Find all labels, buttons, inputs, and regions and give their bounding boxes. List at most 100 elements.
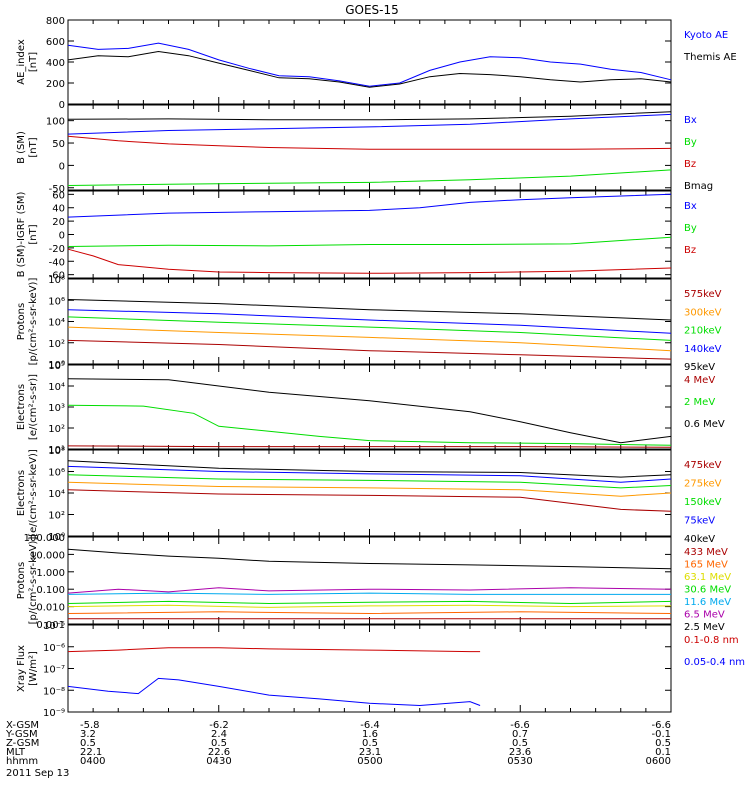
- series-0-6-mev: [67, 378, 672, 444]
- series-300kev: [67, 326, 672, 352]
- footer-value: -6.2: [209, 720, 229, 731]
- y-tick-label: 10⁶: [48, 296, 65, 307]
- footer-value: 23.1: [359, 747, 381, 758]
- footer-value: -6.6: [651, 720, 671, 731]
- footer-value: 1.6: [362, 729, 378, 740]
- footer-value: 0.5: [211, 738, 227, 749]
- y-axis-label: [W/m²]: [28, 651, 39, 686]
- series-0-05-0-4-nm: [67, 677, 481, 707]
- series-kyoto-ae: [67, 42, 672, 87]
- y-axis-label: B (SM): [16, 131, 27, 164]
- legend-entry: 4 MeV: [684, 375, 715, 386]
- footer-value: 0530: [507, 756, 532, 767]
- y-axis-label: [e/(cm²-s-sr-keV)]: [28, 449, 39, 537]
- y-axis-label: Electrons: [16, 384, 27, 430]
- y-tick-label: 10²: [48, 339, 65, 350]
- panel-frame: [67, 104, 672, 191]
- legend-entry: 165 MeV: [684, 560, 728, 571]
- legend-entry: 2.5 MeV: [684, 622, 725, 633]
- y-tick-label: 50: [52, 139, 65, 150]
- legend-entry: Themis AE: [683, 52, 737, 63]
- footer-value: 0.1: [655, 747, 671, 758]
- footer-value: 22.1: [80, 747, 102, 758]
- y-tick-label: 0.001: [36, 620, 65, 631]
- panel-protons_lo: 10⁰ 10² 10⁴ 10⁶ 10⁸ Protons [p/(cm²-s-sr-keV)]…: [16, 275, 722, 373]
- y-tick-label: 0.100: [36, 585, 65, 596]
- series-4-mev: [67, 445, 672, 448]
- y-tick-label: 10⁸: [48, 446, 65, 457]
- panel-protons_hi: 0.001 0.010 0.100 1.000 10.000 100.000 Protons…: [16, 533, 731, 633]
- y-axis-label: Protons: [16, 303, 27, 340]
- legend-entry: 30.6 MeV: [684, 585, 731, 596]
- y-tick-label: -50: [49, 184, 65, 195]
- footer-value: 0400: [80, 756, 105, 767]
- legend-entry: 475keV: [684, 460, 722, 471]
- y-axis-label: Electrons: [16, 470, 27, 516]
- series-40kev: [67, 460, 672, 478]
- footer-row-label: Y-GSM: [5, 729, 38, 740]
- footer-value: 0.5: [512, 738, 528, 749]
- y-axis-label: AE_index: [16, 39, 27, 85]
- panel-ae: 0 200 400 600 800 AE_index [nT] Kyoto AE Themis …: [16, 16, 737, 111]
- y-tick-label: 10⁴: [48, 318, 65, 329]
- series-75kev: [67, 465, 672, 483]
- footer-value: 0500: [357, 756, 382, 767]
- footer-value: 0.7: [512, 729, 528, 740]
- y-tick-label: 10²: [48, 424, 65, 435]
- panel-frame: [67, 449, 672, 537]
- legend-entry: 40keV: [684, 534, 715, 545]
- footer-value: -5.8: [80, 720, 100, 731]
- footer-value: 3.2: [80, 729, 96, 740]
- y-axis-label: [nT]: [28, 52, 39, 72]
- panel-frame: [67, 624, 672, 713]
- series-140kev: [67, 309, 672, 334]
- y-tick-label: 20: [52, 217, 65, 228]
- legend-entry: 140keV: [684, 344, 722, 355]
- legend-entry: 75keV: [684, 516, 715, 527]
- footer-row-label: X-GSM: [6, 720, 39, 731]
- panel-electrons_lo: 10⁰ 10² 10⁴ 10⁶ 10⁸ Electrons [e/(cm²-s-sr-keV…: [16, 446, 722, 545]
- panel-frame: [67, 190, 672, 279]
- y-tick-label: 10¹: [48, 445, 65, 456]
- series-165-mev: [67, 611, 672, 615]
- series-bz: [67, 248, 672, 274]
- legend-entry: 0.6 MeV: [684, 419, 725, 430]
- legend-entry: 95keV: [684, 362, 715, 373]
- y-tick-label: 0: [59, 100, 65, 111]
- legend-entry: 300keV: [684, 307, 722, 318]
- series-bx: [67, 193, 672, 218]
- y-tick-label: -60: [49, 271, 65, 282]
- series-by: [67, 169, 672, 186]
- footer-value: 0.5: [362, 738, 378, 749]
- orbit-footer: X-GSMY-GSMZ-GSMMLThhmm-5.83.20.522.10400…: [5, 720, 671, 779]
- panel-electrons_hi: 10¹ 10² 10³ 10⁴ 10⁵ Electrons [e/(cm²-s-sr)] 4 …: [16, 361, 725, 456]
- series-2-mev: [67, 404, 672, 446]
- legend-entry: 210keV: [684, 326, 722, 337]
- y-tick-label: 10⁰: [48, 360, 65, 371]
- y-tick-label: 10⁻⁹: [43, 708, 65, 719]
- footer-value: -0.1: [651, 729, 671, 740]
- legend-entry: 63.1 MeV: [684, 572, 731, 583]
- series-0-1-0-8-nm: [67, 647, 481, 653]
- footer-row-label: hhmm: [6, 756, 38, 767]
- y-tick-label: -40: [49, 257, 65, 268]
- legend-entry: 0.05-0.4 nm: [684, 657, 745, 668]
- y-tick-label: 0: [59, 231, 65, 242]
- y-axis-label: [p/(cm²-s-sr-keV)]: [28, 537, 39, 625]
- footer-row-label: Z-GSM: [6, 738, 39, 749]
- footer-value: -6.6: [510, 720, 530, 731]
- panel-bsm: -50 0 50 100 B (SM) [nT] Bx By Bz Bmag: [16, 104, 713, 195]
- legend-entry: By: [684, 223, 697, 234]
- series-2-5-mev: [67, 548, 672, 570]
- y-tick-label: 10³: [48, 403, 65, 414]
- series-63-1-mev: [67, 604, 672, 608]
- y-tick-label: 600: [46, 37, 65, 48]
- y-tick-label: -20: [49, 244, 65, 255]
- y-axis-label: [nT]: [28, 137, 39, 157]
- y-tick-label: 10⁸: [48, 275, 65, 286]
- legend-entry: 275keV: [684, 479, 722, 490]
- y-tick-label: 10²: [48, 511, 65, 522]
- legend-entry: Bz: [684, 159, 696, 170]
- footer-value: 22.6: [208, 747, 230, 758]
- legend-entry: 433 MeV: [684, 547, 728, 558]
